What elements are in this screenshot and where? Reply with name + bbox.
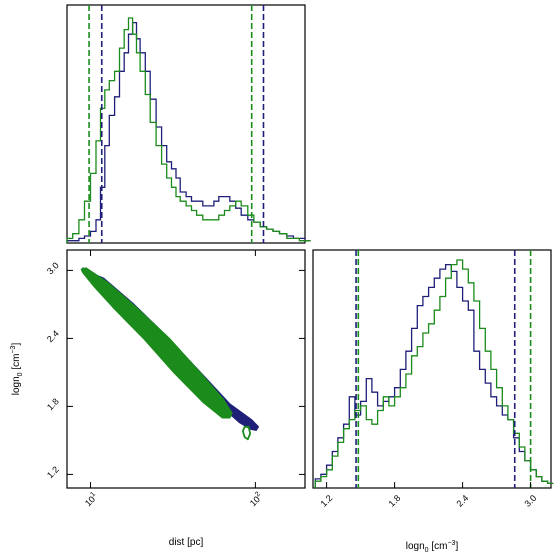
logn0-x-axis-label-close: ]	[455, 541, 458, 552]
logn0-x-axis-label-main: logn	[406, 541, 425, 552]
logn0-x-axis-label-unit: [cm	[429, 541, 448, 552]
logn0-histogram-series-0	[314, 263, 554, 488]
scatter-x-axis-label: dist [pc]	[169, 537, 204, 548]
scatter-y-axis-label-sub: 0	[17, 372, 24, 376]
scatter-y-tick-label-0: 1.2	[45, 464, 61, 480]
logn0-x-tick-label-3: 3.0	[523, 493, 539, 509]
dist-histogram-layer	[66, 5, 311, 243]
scatter-y-tick-label-3: 3.0	[45, 260, 61, 276]
scatter-y-tick-label-2: 2.4	[45, 328, 61, 344]
logn0-histogram-series-1	[314, 259, 554, 488]
scatter-frame	[66, 249, 306, 489]
tick-layer: 101 102 1.2 1.8 2.4 3.0 1.2 1.8 2.4 3.0	[45, 250, 539, 509]
logn0-x-axis-label-exp: −3	[447, 540, 455, 547]
scatter-x-tick-label-exp-1: 2	[254, 491, 262, 499]
logn0-x-axis-label: logn0 [cm−3]	[406, 540, 459, 554]
logn0-x-tick-label-1: 1.8	[387, 493, 403, 509]
scatter-y-axis-label-unit: [cm	[11, 354, 22, 373]
logn0-x-tick-label-2: 2.4	[455, 493, 471, 509]
logn0-histogram-layer	[314, 250, 554, 488]
logn0-histogram-frame	[312, 249, 552, 489]
scatter-y-axis-label-close: ]	[11, 343, 22, 346]
scatter-y-axis-label-main: logn	[11, 376, 22, 395]
contour-3	[241, 425, 252, 441]
dist-histogram-frame	[66, 4, 306, 244]
scatter-y-axis-label-exp: −3	[10, 345, 17, 353]
scatter-x-tick-label-1: 102	[247, 491, 265, 509]
scatter-y-axis-label: logn0 [cm−3]	[10, 343, 24, 396]
scatter-y-tick-label-1: 1.8	[45, 396, 61, 412]
scatter-x-tick-label-exp-0: 1	[89, 491, 97, 499]
logn0-x-axis-label-sub: 0	[425, 547, 429, 554]
scatter-contour-layer	[80, 267, 259, 441]
logn0-x-tick-label-0: 1.2	[319, 493, 335, 509]
scatter-x-tick-label-0: 101	[82, 491, 100, 509]
contour-2	[89, 275, 220, 403]
dist-histogram-series-0	[66, 21, 311, 243]
dist-histogram-series-1	[66, 17, 311, 243]
